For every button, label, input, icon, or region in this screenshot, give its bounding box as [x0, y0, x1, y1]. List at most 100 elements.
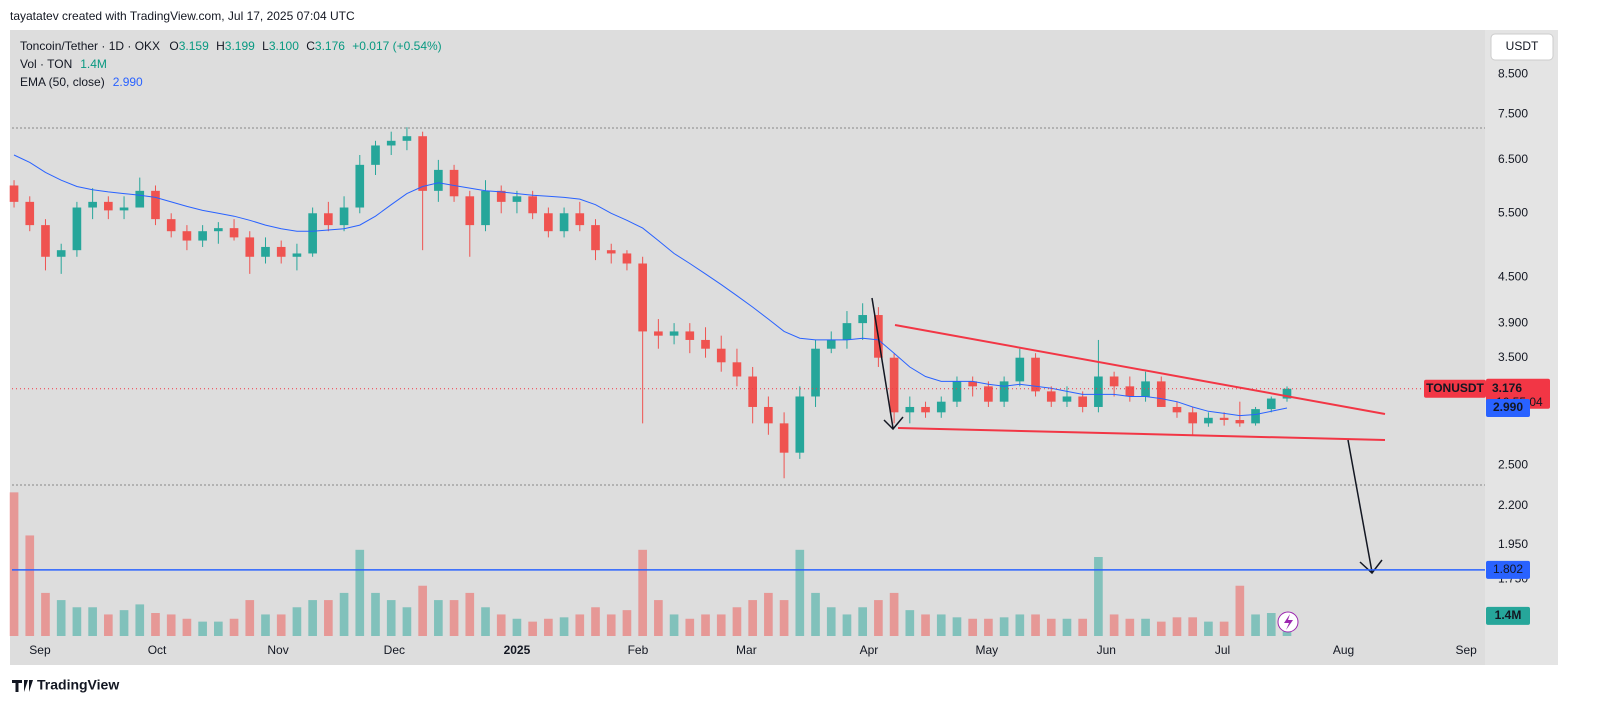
volume-bar	[41, 592, 50, 636]
candle-body	[842, 323, 852, 340]
x-tick-label: Feb	[628, 643, 649, 657]
candle-body	[465, 196, 475, 226]
candle-body	[984, 386, 993, 402]
l-label: L	[262, 39, 269, 53]
candle-body	[968, 381, 978, 387]
y-tick-label: 2.500	[1498, 457, 1528, 471]
volume-bar	[1141, 618, 1150, 636]
candle-body	[166, 219, 176, 232]
volume-bar	[481, 607, 490, 636]
candle-body	[701, 339, 710, 349]
header: tayatatev created with TradingView.com, …	[10, 9, 355, 23]
x-tick-label: Sep	[1455, 643, 1477, 657]
price-axis-bg	[1485, 30, 1558, 665]
y-tick-label: 5.500	[1498, 205, 1528, 219]
candle-body	[1015, 357, 1025, 382]
candle-body	[622, 253, 632, 264]
volume-bar	[858, 607, 867, 636]
volume-bar	[25, 535, 35, 636]
candle-body	[386, 140, 396, 146]
o-value: 3.159	[179, 39, 209, 53]
y-tick-label: 8.500	[1498, 66, 1528, 80]
candle-body	[1219, 417, 1229, 421]
x-tick-label: Jul	[1215, 643, 1230, 657]
footer: TradingView	[37, 677, 119, 693]
currency-button[interactable]	[1490, 33, 1554, 61]
vol-value: 1.4M	[80, 57, 107, 71]
candle-body	[1046, 391, 1056, 402]
candle-body	[1094, 376, 1103, 407]
candle-body	[779, 423, 789, 453]
volume-bar	[72, 607, 82, 636]
volume-bar	[135, 604, 145, 636]
candle-body	[402, 136, 412, 141]
currency[interactable]: USDT	[1506, 39, 1539, 53]
candle-body	[544, 213, 553, 232]
volume-bar	[638, 549, 647, 636]
volume-bar	[371, 592, 380, 636]
arrow	[1347, 439, 1383, 575]
trendline	[897, 427, 1386, 441]
candle-body	[9, 185, 19, 202]
volume-bar	[606, 614, 616, 636]
ema-label: EMA (50, close)	[20, 75, 105, 89]
candle-body	[654, 331, 663, 336]
candle-body	[449, 169, 459, 197]
y-tick-label: 3.500	[1498, 350, 1528, 364]
x-tick-label: Aug	[1333, 643, 1354, 657]
candle-body	[1109, 376, 1119, 387]
y-tick-label: 1.950	[1498, 537, 1528, 551]
candle-body	[858, 315, 867, 324]
volume-bar	[795, 549, 805, 636]
candle-body	[371, 145, 380, 165]
volume-bar	[355, 549, 365, 636]
volume-bar	[276, 614, 286, 636]
candle-body	[748, 376, 757, 407]
volume-bar	[386, 600, 396, 636]
volume-bar	[1219, 621, 1229, 636]
volume-bar	[622, 610, 632, 636]
logo	[12, 680, 33, 692]
volume-bar	[1046, 618, 1056, 636]
volume-bar	[1172, 617, 1182, 636]
ema-legend: EMA (50, close) 2.990	[20, 75, 143, 89]
volume-label: 1.4M	[1495, 608, 1522, 622]
candle-body	[591, 225, 600, 251]
volume-bar	[826, 607, 836, 636]
c-value: 3.176	[315, 39, 345, 53]
h-label: H	[216, 39, 225, 53]
x-tick-label: Mar	[736, 643, 757, 657]
l-value: 3.100	[269, 39, 299, 53]
candle-body	[606, 250, 616, 254]
vol-legend: Vol · TON 1.4M	[20, 57, 107, 71]
candle-body	[229, 228, 239, 238]
candle-body	[481, 190, 490, 226]
candle-body	[339, 207, 349, 226]
x-tick-label: May	[975, 643, 998, 657]
volume-bar	[999, 617, 1009, 636]
x-tick-label: Sep	[29, 643, 51, 657]
candle-body	[56, 250, 66, 257]
h-value: 3.199	[225, 39, 255, 53]
change: +0.017 (+0.54%)	[352, 39, 441, 53]
y-tick-label: 7.500	[1498, 106, 1528, 120]
volume-bar	[905, 610, 915, 636]
volume-bar	[921, 614, 930, 636]
volume-bar	[716, 614, 726, 636]
volume-bar	[339, 592, 349, 636]
volume-bar	[119, 610, 129, 636]
volume-bar	[1156, 621, 1166, 636]
candle-body	[1125, 386, 1135, 397]
chart-bg	[10, 30, 1558, 665]
y-tick-label: 4.500	[1498, 270, 1528, 284]
trendline	[894, 324, 1386, 415]
volume-bar	[402, 607, 412, 636]
volume-bar	[1031, 614, 1040, 636]
volume-bar	[1204, 621, 1213, 636]
candle-body	[512, 196, 522, 202]
candle-body	[889, 357, 899, 413]
x-tick-label: Jun	[1097, 643, 1116, 657]
candle-body	[559, 213, 569, 232]
price-label: 3.176	[1492, 381, 1522, 395]
